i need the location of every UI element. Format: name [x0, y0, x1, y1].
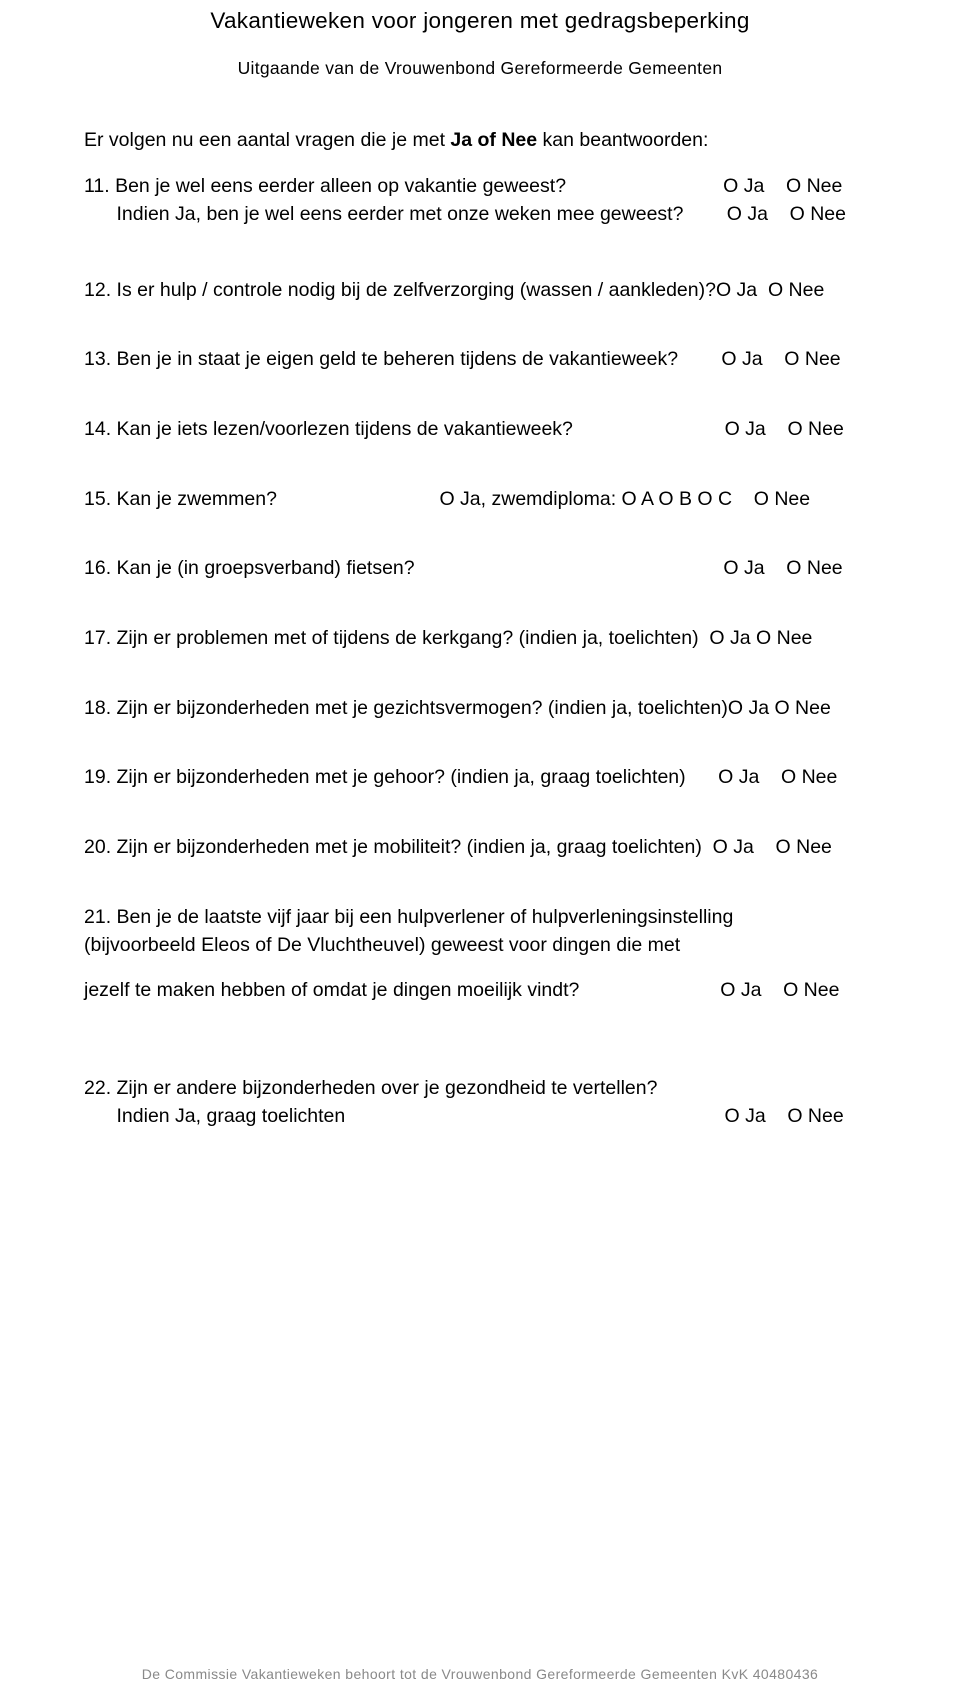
intro-prefix: Er volgen nu een aantal vragen die je me… [84, 129, 450, 151]
question-13: 13. Ben je in staat je eigen geld te beh… [84, 304, 876, 374]
intro-bold: Ja of Nee [450, 129, 537, 151]
question-18: 18. Zijn er bijzonderheden met je gezich… [84, 653, 876, 723]
page-subtitle: Uitgaande van de Vrouwenbond Gereformeer… [84, 34, 876, 115]
intro-text: Er volgen nu een aantal vragen die je me… [84, 115, 876, 164]
question-22b: Indien Ja, graag toelichten O Ja O Nee [84, 1103, 876, 1131]
question-14: 14. Kan je iets lezen/voorlezen tijdens … [84, 374, 876, 444]
question-21a: 21. Ben je de laatste vijf jaar bij een … [84, 862, 876, 932]
question-15: 15. Kan je zwemmen? O Ja, zwemdiploma: O… [84, 444, 876, 514]
question-11a: 11. Ben je wel eens eerder alleen op vak… [84, 164, 876, 201]
document-header: Vakantieweken voor jongeren met gedragsb… [84, 0, 876, 115]
question-12: 12. Is er hulp / controle nodig bij de z… [84, 229, 876, 305]
question-19: 19. Zijn er bijzonderheden met je gehoor… [84, 722, 876, 792]
footer-text: De Commissie Vakantieweken behoort tot d… [0, 1666, 960, 1682]
intro-suffix: kan beantwoorden: [537, 129, 708, 151]
question-11b: Indien Ja, ben je wel eens eerder met on… [84, 201, 876, 229]
question-21b: (bijvoorbeeld Eleos of De Vluchtheuvel) … [84, 932, 876, 960]
question-17: 17. Zijn er problemen met of tijdens de … [84, 583, 876, 653]
question-22a: 22. Zijn er andere bijzonderheden over j… [84, 1005, 876, 1103]
question-20: 20. Zijn er bijzonderheden met je mobili… [84, 792, 876, 862]
question-21c: jezelf te maken hebben of omdat je dinge… [84, 959, 876, 1005]
page-title: Vakantieweken voor jongeren met gedragsb… [84, 0, 876, 34]
question-16: 16. Kan je (in groepsverband) fietsen? O… [84, 513, 876, 583]
